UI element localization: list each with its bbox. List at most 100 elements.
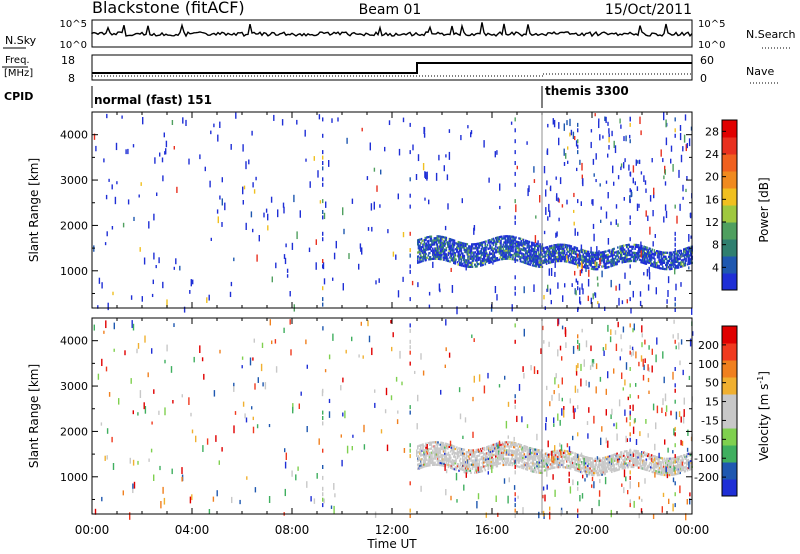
scatter-cell (574, 454, 576, 457)
scatter-cell (417, 255, 420, 258)
scatter-cell (581, 255, 583, 262)
scatter-cell (617, 260, 619, 263)
scatter-cell (687, 452, 690, 455)
scatter-cell (322, 286, 324, 291)
scatter-cell (558, 457, 561, 460)
scatter-cell (507, 237, 510, 240)
scatter-cell (678, 169, 680, 178)
scatter-cell (653, 469, 655, 472)
scatter-cell (428, 246, 430, 249)
scatter-cell (601, 471, 603, 474)
scatter-cell (473, 247, 475, 250)
scatter-cell (127, 148, 129, 155)
scatter-cell (624, 456, 627, 459)
scatter-cell (575, 250, 577, 253)
scatter-cell (690, 468, 693, 471)
scatter-cell (684, 262, 687, 265)
scatter-cell (448, 151, 451, 160)
scatter-cell (600, 206, 602, 210)
scatter-cell (477, 458, 479, 462)
scatter-cell (526, 468, 529, 471)
scatter-cell (631, 457, 633, 460)
scatter-cell (531, 451, 533, 454)
scatter-cell (558, 137, 560, 146)
scatter-cell (550, 465, 552, 468)
scatter-cell (522, 253, 525, 256)
scatter-cell (438, 459, 440, 462)
scatter-cell (589, 260, 591, 267)
scatter-cell (515, 236, 517, 239)
scatter-cell (482, 261, 484, 264)
scatter-cell (430, 235, 433, 238)
scatter-cell (420, 242, 423, 245)
scatter-cell (432, 459, 434, 462)
scatter-cell (425, 172, 427, 180)
scatter-cell (473, 227, 475, 235)
scatter-cell (537, 469, 540, 472)
scatter-cell (601, 270, 603, 278)
scatter-cell (626, 254, 629, 257)
scatter-cell (601, 426, 603, 432)
scatter-cell (610, 279, 612, 288)
scatter-cell (682, 415, 685, 424)
scatter-cell (579, 296, 581, 304)
scatter-cell (450, 256, 452, 259)
scatter-cell (624, 460, 627, 463)
scatter-cell (435, 257, 437, 260)
scatter-cell (653, 254, 655, 259)
scatter-cell (492, 460, 495, 463)
scatter-cell (586, 421, 589, 426)
scatter-cell (448, 246, 451, 249)
scatter-cell (460, 468, 463, 471)
scatter-cell (502, 453, 505, 456)
scatter-cell (161, 157, 164, 163)
scatter-cell (322, 297, 324, 302)
scatter-cell (468, 247, 471, 250)
scatter-cell (552, 260, 555, 263)
scatter-cell (674, 302, 676, 307)
scatter-cell (584, 260, 587, 263)
scatter-cell (439, 443, 442, 446)
scatter-cell (555, 260, 558, 263)
scatter-cell (683, 462, 686, 465)
scatter-cell (497, 248, 499, 251)
scatter-cell (492, 466, 494, 469)
scatter-cell (474, 461, 477, 464)
scatter-cell (453, 259, 455, 262)
scatter-cell (685, 457, 687, 460)
scatter-cell (472, 431, 474, 438)
scatter-cell (283, 206, 285, 214)
scatter-cell (510, 461, 512, 464)
scatter-cell (522, 238, 525, 241)
scatter-cell (690, 253, 693, 259)
scatter-cell (462, 452, 464, 455)
scatter-cell (544, 257, 546, 260)
scatter-cell (476, 261, 478, 264)
scatter-cell (674, 237, 676, 242)
scatter-cell (499, 183, 501, 191)
scatter-cell (241, 356, 244, 360)
scatter-cell (532, 454, 535, 457)
scatter-cell (607, 192, 609, 199)
scatter-cell (617, 252, 619, 255)
scatter-cell (629, 188, 631, 193)
scatter-cell (523, 465, 526, 468)
scatter-cell (264, 382, 267, 390)
scatter-cell (531, 466, 533, 469)
scatter-cell (435, 451, 437, 454)
scatter-cell (605, 262, 608, 265)
scatter-cell (415, 174, 418, 180)
scatter-cell (685, 465, 687, 468)
scatter-cell (593, 474, 595, 477)
scatter-cell (309, 181, 311, 188)
scatter-cell (635, 256, 638, 259)
scatter-cell (654, 443, 656, 451)
scatter-cell (621, 261, 624, 264)
scatter-cell (634, 258, 636, 261)
scatter-cell (587, 295, 589, 302)
scatter-cell (519, 443, 521, 446)
scatter-cell (424, 197, 426, 201)
scatter-cell (584, 462, 587, 465)
scatter-cell (666, 299, 668, 304)
scatter-cell (630, 255, 633, 258)
